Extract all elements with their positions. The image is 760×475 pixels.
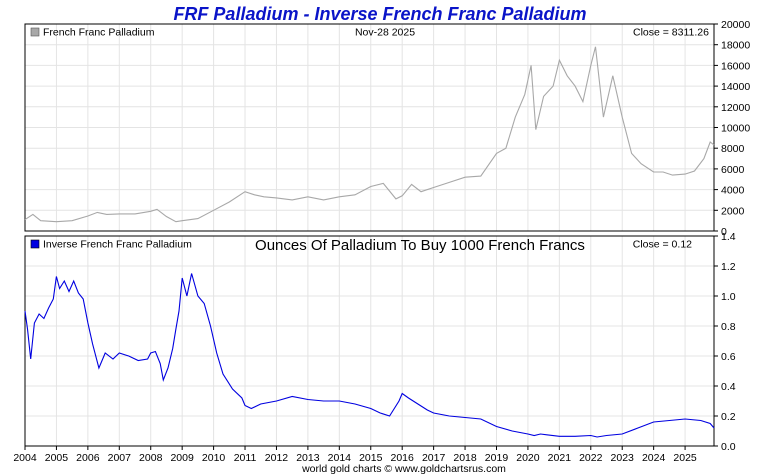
bottom-y-tick-label: 0.2 bbox=[721, 411, 736, 423]
top-y-tick-label: 4000 bbox=[721, 185, 745, 197]
top-legend-label: French Franc Palladium bbox=[43, 27, 155, 39]
x-tick-label: 2024 bbox=[642, 452, 666, 464]
top-y-tick-label: 10000 bbox=[721, 123, 750, 135]
x-tick-label: 2018 bbox=[453, 452, 477, 464]
bottom-legend-label: Inverse French Franc Palladium bbox=[43, 239, 192, 251]
x-tick-label: 2021 bbox=[548, 452, 572, 464]
top-y-tick-label: 16000 bbox=[721, 60, 750, 72]
bottom-panel-frame bbox=[24, 235, 715, 447]
chart-title: FRF Palladium - Inverse French Franc Pal… bbox=[173, 4, 586, 24]
x-tick-label: 2009 bbox=[170, 452, 194, 464]
top-panel: 0 2000 4000 6000 8000 10000 12000 14000 16000 180… bbox=[24, 19, 750, 238]
bottom-series-line bbox=[24, 273, 715, 438]
x-tick-label: 2022 bbox=[579, 452, 603, 464]
bottom-y-tick-label: 1.0 bbox=[721, 291, 736, 303]
x-tick-label: 2012 bbox=[265, 452, 289, 464]
x-tick-label: 2019 bbox=[485, 452, 509, 464]
bottom-close-label: Close = 0.12 bbox=[633, 239, 692, 251]
x-tick-label: 2025 bbox=[673, 452, 697, 464]
top-date-label: Nov-28 2025 bbox=[355, 27, 415, 39]
top-grid bbox=[25, 24, 714, 231]
top-series-line bbox=[24, 46, 715, 223]
top-y-tick-label: 14000 bbox=[721, 81, 750, 93]
x-tick-label: 2007 bbox=[108, 452, 132, 464]
bottom-legend-swatch bbox=[30, 239, 40, 249]
x-tick-label: 2006 bbox=[76, 452, 100, 464]
x-tick-label: 2017 bbox=[422, 452, 446, 464]
x-tick-label: 2008 bbox=[139, 452, 163, 464]
top-y-tick-label: 8000 bbox=[721, 143, 745, 155]
bottom-y-tick-label: 1.2 bbox=[721, 261, 736, 273]
bottom-y-tick-label: 0.0 bbox=[721, 441, 736, 453]
bottom-y-tick-label: 0.4 bbox=[721, 381, 736, 393]
bottom-y-tick-label: 0.8 bbox=[721, 321, 736, 333]
bottom-panel-title: Ounces Of Palladium To Buy 1000 French F… bbox=[255, 237, 585, 254]
top-y-tick-label: 6000 bbox=[721, 164, 745, 176]
bottom-grid bbox=[25, 236, 714, 446]
top-legend-swatch bbox=[30, 27, 40, 37]
footer-credit: world gold charts © www.goldchartsrus.co… bbox=[301, 463, 506, 475]
x-tick-label: 2020 bbox=[516, 452, 540, 464]
bottom-panel: 0.00.20.40.60.81.01.21.4 2004 2005 2006 200… bbox=[13, 231, 735, 464]
x-tick-label: 2011 bbox=[234, 452, 257, 464]
x-tick-label: 2014 bbox=[328, 452, 352, 464]
x-tick-label: 2023 bbox=[611, 452, 635, 464]
top-close-label: Close = 8311.26 bbox=[633, 27, 709, 39]
bottom-y-tick-label: 1.4 bbox=[721, 231, 736, 243]
x-tick-label: 2004 bbox=[13, 452, 37, 464]
top-y-tick-label: 0 bbox=[721, 226, 727, 238]
top-y-tick-label: 2000 bbox=[721, 205, 745, 217]
x-axis: 2004 2005 2006 2007 2008 2009 2010 2011 2012 2013… bbox=[13, 446, 697, 464]
x-tick-label: 2016 bbox=[391, 452, 415, 464]
x-tick-label: 2013 bbox=[296, 452, 320, 464]
top-y-tick-label: 12000 bbox=[721, 102, 750, 114]
x-tick-label: 2005 bbox=[45, 452, 69, 464]
top-y-axis: 0 2000 4000 6000 8000 10000 12000 14000 16000 180… bbox=[714, 19, 750, 238]
x-tick-label: 2015 bbox=[359, 452, 383, 464]
top-y-tick-label: 20000 bbox=[721, 19, 750, 31]
x-tick-label: 2010 bbox=[202, 452, 226, 464]
bottom-y-axis: 0.0 0.2 0.4 0.6 0.8 1.0 1.2 1.4 bbox=[714, 231, 736, 453]
top-y-tick-label: 18000 bbox=[721, 40, 750, 52]
bottom-y-tick-label: 0.6 bbox=[721, 351, 736, 363]
